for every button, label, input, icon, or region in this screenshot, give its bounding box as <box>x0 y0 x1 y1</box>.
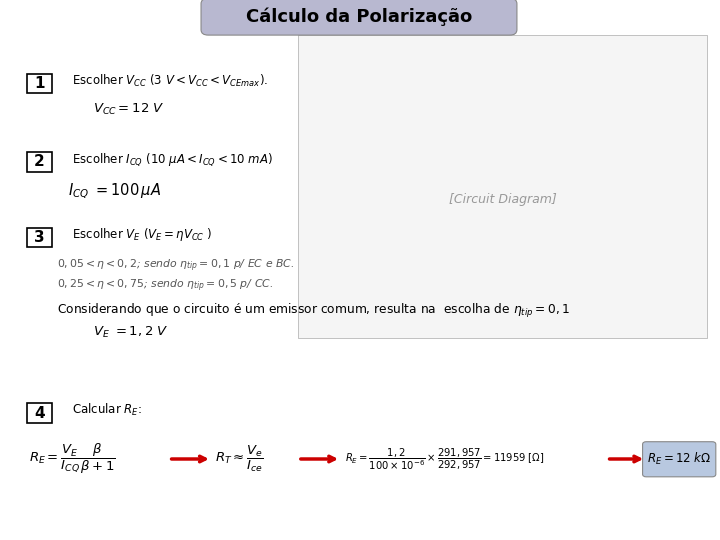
Text: $0,25 < \eta < 0,75$; sendo $\eta_{tip}=0,5$ p/ CC.: $0,25 < \eta < 0,75$; sendo $\eta_{tip}=… <box>58 278 274 294</box>
Text: $R_E = 12\ k\Omega$: $R_E = 12\ k\Omega$ <box>647 451 711 467</box>
Text: Escolher $V_{CC}$ $(3\ V < V_{CC} < V_{CEmax})$.: Escolher $V_{CC}$ $(3\ V < V_{CC} < V_{C… <box>72 73 268 89</box>
FancyBboxPatch shape <box>201 0 517 35</box>
FancyBboxPatch shape <box>27 74 53 93</box>
FancyBboxPatch shape <box>27 228 53 247</box>
Text: $R_E = \dfrac{1,2}{100\times10^{-6}}\times\dfrac{291,957}{292,957} = 11959\ [\Om: $R_E = \dfrac{1,2}{100\times10^{-6}}\tim… <box>345 446 544 472</box>
Text: Escolher $I_{CQ}$ $(10\ \mu A < I_{CQ} < 10\ mA)$: Escolher $I_{CQ}$ $(10\ \mu A < I_{CQ} <… <box>72 151 273 167</box>
Text: 2: 2 <box>34 154 45 170</box>
Text: Calcular $R_E$:: Calcular $R_E$: <box>72 402 142 418</box>
FancyBboxPatch shape <box>642 442 716 477</box>
Text: [Circuit Diagram]: [Circuit Diagram] <box>449 193 557 206</box>
Text: $R_E = \dfrac{V_E}{I_{CQ}}\dfrac{\beta}{\beta+1}$: $R_E = \dfrac{V_E}{I_{CQ}}\dfrac{\beta}{… <box>29 442 115 476</box>
Text: 3: 3 <box>34 230 45 245</box>
FancyBboxPatch shape <box>27 152 53 172</box>
Text: $0,05 < \eta < 0,2$; sendo $\eta_{tip}=0,1$ p/ EC e BC.: $0,05 < \eta < 0,2$; sendo $\eta_{tip}=0… <box>58 258 294 274</box>
Text: $V_{CC} = 12\ V$: $V_{CC} = 12\ V$ <box>94 102 165 117</box>
Text: 1: 1 <box>35 76 45 91</box>
Text: $R_T \approx \dfrac{V_e}{I_{ce}}$: $R_T \approx \dfrac{V_e}{I_{ce}}$ <box>215 444 264 474</box>
Text: $I_{CQ}\ = 100\,\mu A$: $I_{CQ}\ = 100\,\mu A$ <box>68 182 161 201</box>
Text: Escolher $V_E$ $(V_E = \eta V_{CC}$ $)$: Escolher $V_E$ $(V_E = \eta V_{CC}$ $)$ <box>72 226 212 244</box>
Text: Cálculo da Polarização: Cálculo da Polarização <box>246 8 472 26</box>
FancyBboxPatch shape <box>298 35 707 338</box>
Text: 4: 4 <box>34 406 45 421</box>
Text: $V_E\ = 1,2\ V$: $V_E\ = 1,2\ V$ <box>94 325 169 340</box>
Text: Considerando que o circuito é um emissor comum, resulta na  escolha de $\eta_{ti: Considerando que o circuito é um emissor… <box>58 301 570 320</box>
FancyBboxPatch shape <box>27 403 53 423</box>
